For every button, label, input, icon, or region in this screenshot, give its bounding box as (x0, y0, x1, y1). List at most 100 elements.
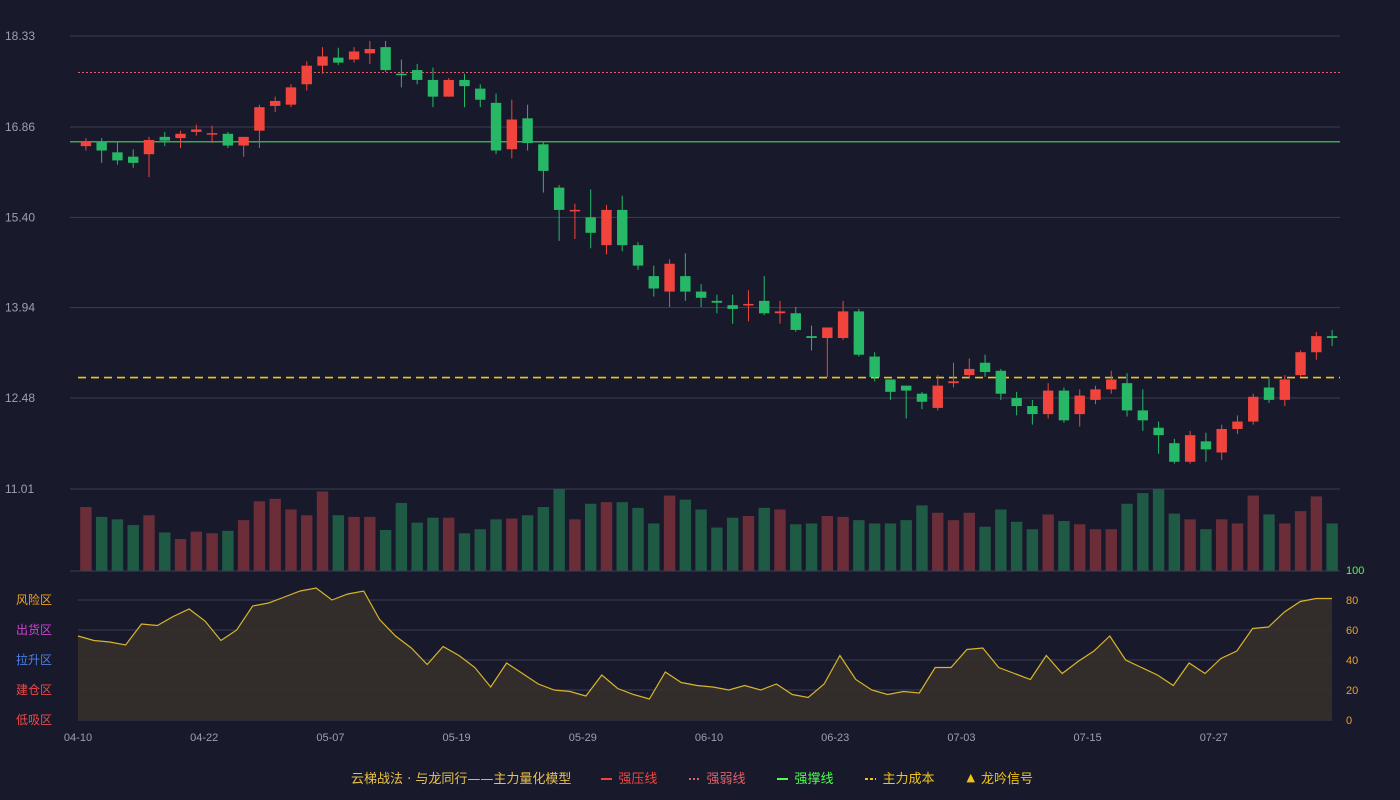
candle-body (1232, 421, 1243, 429)
volume-bar (1026, 529, 1039, 571)
candle-body (411, 70, 423, 80)
candle-body (317, 56, 328, 66)
volume-bar (111, 519, 124, 571)
zone-label: 出货区 (16, 622, 52, 637)
volume-bar (916, 505, 928, 571)
triangle-icon: ▲ (966, 770, 975, 784)
candle-body (1153, 427, 1164, 436)
volume-bar (569, 519, 581, 571)
candle-body (112, 152, 123, 161)
volume-bar (1058, 520, 1070, 571)
osc-right-tick: 80 (1346, 595, 1358, 607)
volume-bar (1152, 489, 1165, 571)
candle-body (1279, 379, 1290, 400)
volume-bar (395, 502, 408, 571)
osc-right-tick: 0 (1346, 715, 1352, 727)
volume-bar (1184, 519, 1196, 571)
volume-bar (695, 509, 707, 571)
volume-bar (1137, 493, 1149, 571)
candle-body (191, 129, 202, 132)
y-tick-label: 11.01 (5, 482, 34, 496)
candle-body (743, 303, 754, 306)
candle-body (1200, 441, 1212, 450)
volume-bar (174, 539, 187, 571)
dotted-line-icon (689, 770, 701, 785)
x-tick-label: 06-10 (695, 732, 723, 744)
volume-bar (537, 507, 550, 571)
x-tick-label: 07-27 (1200, 732, 1228, 744)
legend-item-dragon-signal[interactable]: ▲ 龙吟信号 (966, 768, 1032, 787)
volume-bar (1168, 513, 1181, 571)
price-axis: 18.33 16.86 15.40 13.94 12.48 11.01 (5, 29, 35, 496)
date-axis: 04-10 04-22 05-07 05-19 05-29 06-10 06-23 07-03… (64, 732, 1228, 744)
legend-item-strong-support[interactable]: 强撑线 (777, 768, 833, 787)
solid-line-icon (777, 770, 789, 785)
osc-line (77, 587, 1332, 700)
candle-body (475, 88, 486, 100)
volume-bar (506, 518, 518, 571)
volume-bar (805, 523, 818, 571)
candle-body (932, 385, 943, 408)
candle-body (900, 385, 912, 391)
candle-body (948, 381, 959, 384)
volume-bar (837, 516, 849, 571)
volume-bar (742, 516, 755, 571)
osc-right-tick: 60 (1346, 625, 1358, 637)
volume-bar (821, 516, 834, 571)
volume-bar (1121, 503, 1133, 571)
chart-legend: 云梯战法 · 与龙同行——主力量化模型 强压线 强弱线 强撑线 主力成本 ▲ 龙… (0, 765, 1400, 789)
zone-label: 风险区 (16, 592, 52, 607)
solid-line-icon (601, 770, 613, 785)
legend-item-main-cost[interactable]: 主力成本 (865, 768, 934, 787)
volume-bar (774, 509, 786, 571)
candle-body (1169, 443, 1180, 462)
candle-body (869, 356, 880, 377)
candle-body (1326, 336, 1338, 338)
osc-right-tick: 20 (1346, 685, 1358, 697)
candle-body (1042, 390, 1054, 415)
volume-bar (663, 495, 676, 571)
candle-body (459, 79, 470, 87)
volume-bar (379, 530, 392, 571)
candle-body (553, 187, 565, 210)
y-tick-label: 16.86 (5, 120, 35, 134)
volume-bar (679, 499, 692, 571)
volume-bar (1326, 523, 1338, 571)
candle-body (617, 209, 628, 246)
y-tick-label: 12.48 (5, 391, 35, 405)
volume-bar (995, 509, 1007, 571)
x-tick-label: 06-23 (821, 732, 849, 744)
candle-body (254, 107, 265, 131)
candle-body (806, 336, 817, 338)
candle-body (333, 57, 344, 63)
candle-body (506, 119, 518, 150)
candle-body (711, 300, 723, 303)
legend-label: 强撑线 (794, 771, 834, 787)
volume-bar (868, 523, 881, 571)
candle-body (1090, 389, 1101, 400)
legend-item-strong-weak[interactable]: 强弱线 (689, 768, 745, 787)
volume-bar (648, 523, 660, 571)
candle-body (206, 133, 218, 135)
volume-bar (80, 507, 92, 571)
candle-body (128, 156, 139, 163)
volume-bar (1279, 523, 1291, 571)
volume-bar (1105, 529, 1117, 571)
candle-body (364, 48, 376, 54)
volume-bar (1200, 529, 1212, 571)
volume-bar (726, 517, 739, 571)
legend-item-strong-pressure[interactable]: 强压线 (601, 768, 657, 787)
candle-body (664, 263, 675, 292)
candle-body (427, 79, 439, 97)
volume-bar (553, 489, 565, 571)
x-tick-label: 07-15 (1074, 732, 1102, 744)
candle-body (80, 141, 92, 147)
volume-bar (711, 527, 723, 571)
candle-body (1184, 435, 1196, 462)
volume-bar (332, 515, 344, 571)
candle-body (490, 102, 502, 151)
candle-body (837, 311, 849, 338)
volume-bar (474, 529, 486, 571)
candle-body (601, 209, 612, 246)
